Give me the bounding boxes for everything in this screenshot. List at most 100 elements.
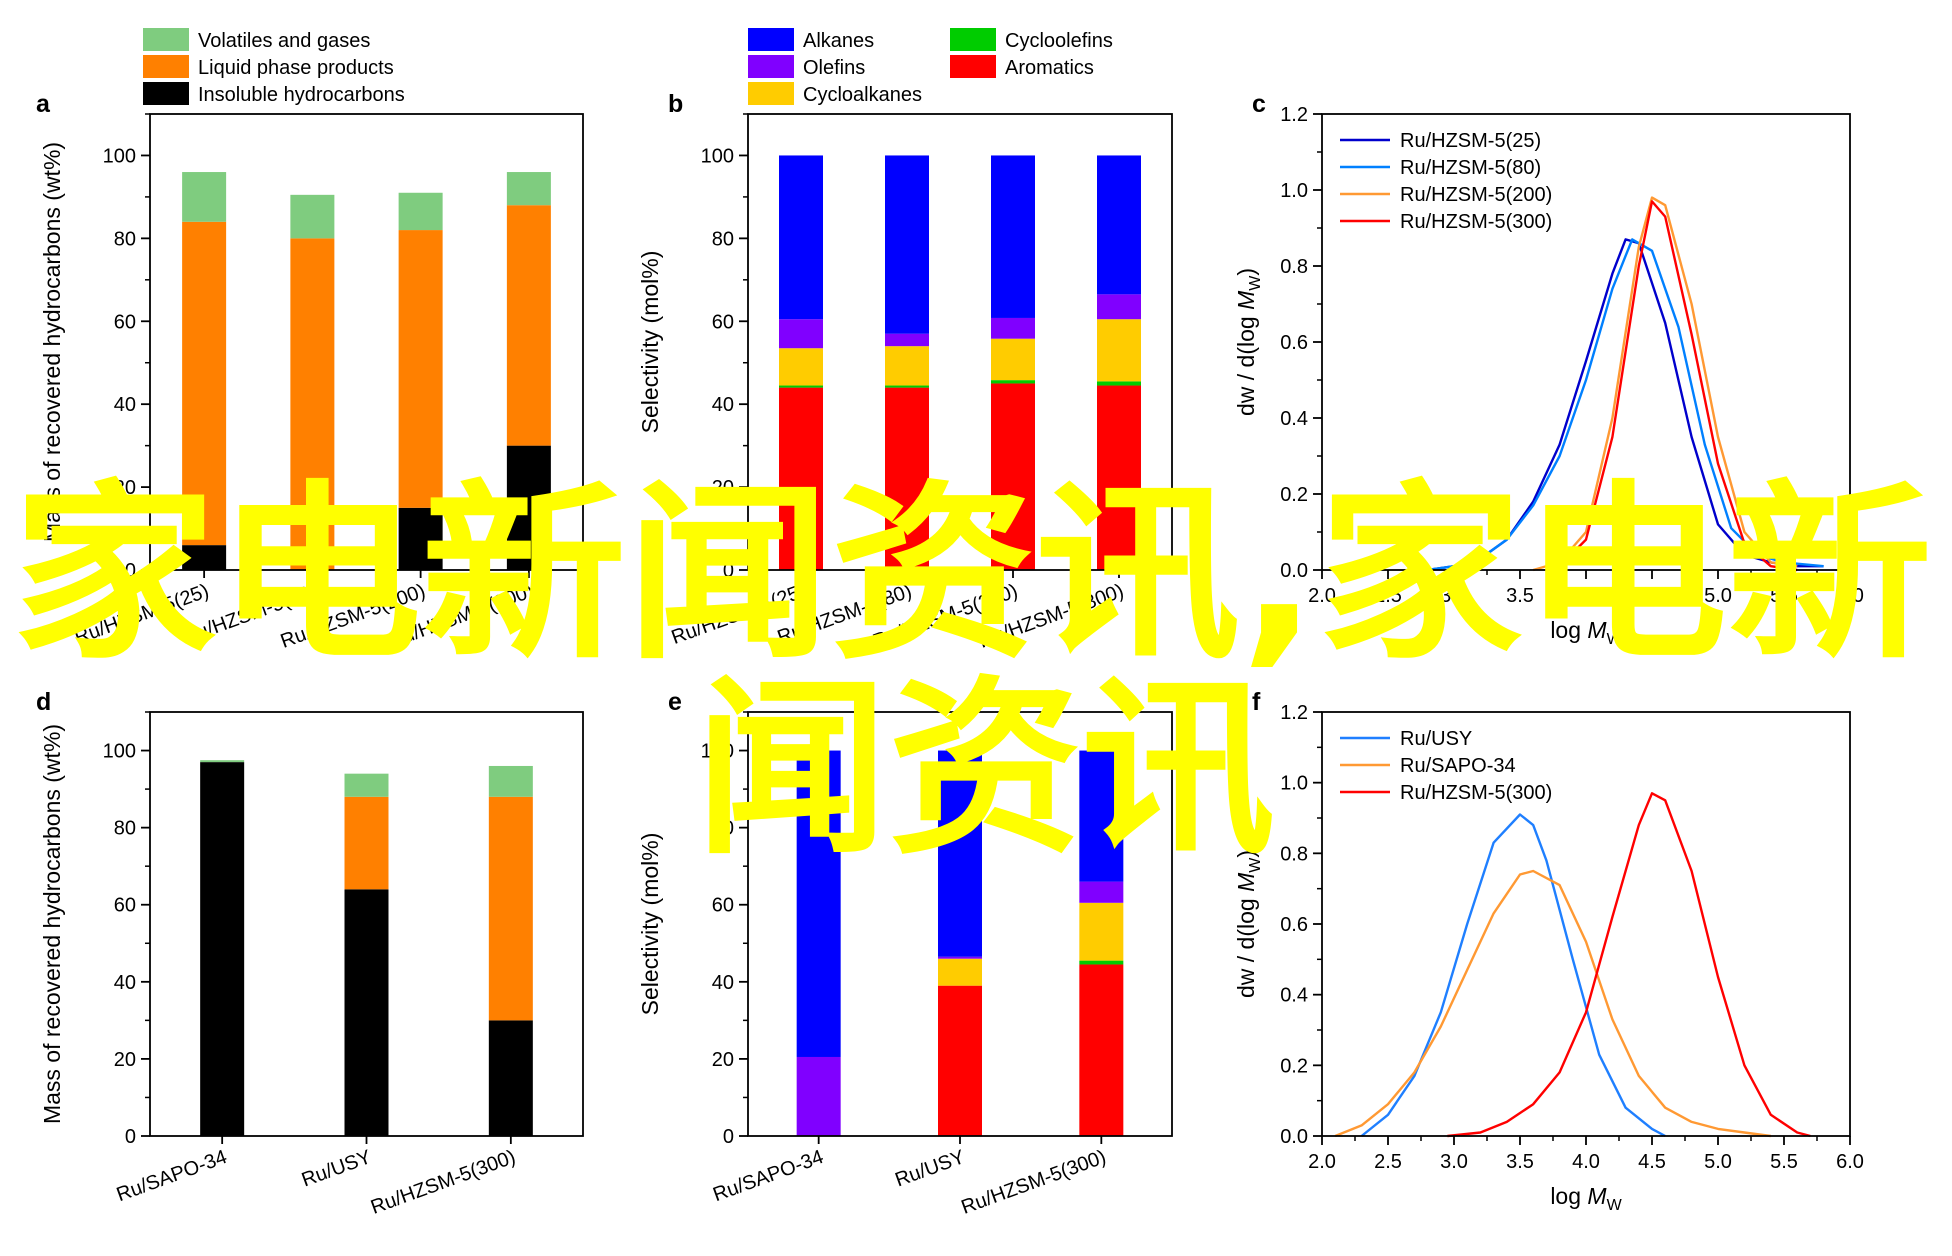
bar-segment [779, 348, 823, 386]
bar-segment [885, 385, 929, 388]
bar-segment [779, 155, 823, 320]
legend-label: Ru/HZSM-5(25) [1400, 130, 1541, 152]
bar-segment [885, 346, 929, 386]
y-tick-label: 60 [712, 895, 734, 917]
bar-segment [344, 796, 389, 890]
y-axis-label-italic: M [1233, 872, 1259, 892]
bar-segment [938, 750, 982, 957]
bar-segment [779, 319, 823, 349]
legend-label: Liquid phase products [198, 57, 394, 79]
bar-segment [938, 985, 982, 1136]
bar-segment [991, 155, 1035, 318]
y-tick-label: 0.6 [1280, 332, 1308, 354]
y-tick-label: 0.4 [1280, 408, 1308, 430]
y-tick-label: 100 [103, 145, 136, 167]
y-tick-label: 0.2 [1280, 484, 1308, 506]
legend-swatch [950, 55, 996, 78]
bar-segment [398, 192, 443, 231]
panel-label: b [668, 90, 683, 118]
bar-segment [506, 172, 551, 206]
y-tick-label: 0.2 [1280, 1055, 1308, 1077]
x-axis-label-subscript: W [1607, 631, 1623, 648]
x-tick-label: 3.5 [1506, 1151, 1534, 1173]
x-axis-label-subscript: W [1607, 1197, 1623, 1214]
x-tick-label: Ru/HZSM-5(300) [368, 1146, 519, 1219]
bar-segment [200, 762, 245, 1136]
y-axis-label-text: dw / d(log [1233, 892, 1259, 998]
y-tick-label: 0 [125, 1126, 136, 1148]
bar-segment [488, 765, 533, 797]
bar-segment [182, 172, 227, 222]
y-tick-label: 0.0 [1280, 1126, 1308, 1148]
y-axis-label: Selectivity (mol%) [637, 251, 663, 434]
y-tick-label: 60 [712, 311, 734, 333]
bar-segment [1079, 902, 1124, 961]
bar-segment [290, 238, 335, 570]
y-tick-label: 80 [712, 228, 734, 250]
bar-segment [991, 317, 1035, 339]
legend-label: Volatiles and gases [198, 30, 370, 52]
x-tick-label: 5.0 [1704, 1151, 1732, 1173]
legend-swatch [143, 82, 189, 105]
bar-segment [796, 750, 841, 1057]
legend-swatch [748, 82, 794, 105]
legend-label: Ru/HZSM-5(300) [1400, 782, 1552, 804]
bar-segment [938, 958, 982, 986]
y-tick-label: 1.2 [1280, 104, 1308, 126]
bar-segment [885, 155, 929, 334]
bar-segment [1079, 964, 1124, 1136]
bar-segment [1079, 750, 1124, 882]
bar-segment [1079, 881, 1124, 903]
bar-segment [1097, 294, 1141, 320]
bar-segment [182, 221, 227, 546]
bar-segment [506, 205, 551, 446]
bar-segment [1079, 960, 1124, 965]
bar-segment [991, 383, 1035, 570]
y-tick-label: 0 [723, 1126, 734, 1148]
x-tick-label: Ru/USY [892, 1146, 967, 1191]
x-tick-label: 5.0 [1704, 585, 1732, 607]
bar-segment [885, 333, 929, 347]
legend-swatch [143, 55, 189, 78]
x-axis-label: log MW [1550, 617, 1622, 648]
x-tick-label: 4.5 [1638, 1151, 1666, 1173]
y-tick-label: 40 [114, 972, 136, 994]
bar-segment [1097, 155, 1141, 295]
watermark-text-line1: 家电新闻资讯,家电新 [12, 464, 1932, 685]
legend-swatch [748, 55, 794, 78]
series-line [1360, 813, 1666, 1138]
legend-label: Olefins [803, 57, 865, 79]
bar-segment [200, 760, 245, 763]
plot-frame [747, 711, 1173, 1137]
y-axis-label-italic: M [1233, 290, 1259, 310]
bar-segment [779, 385, 823, 388]
y-tick-label: 20 [114, 477, 136, 499]
y-tick-label: 1.2 [1280, 702, 1308, 724]
y-tick-label: 40 [712, 394, 734, 416]
series-line [1334, 869, 1771, 1138]
y-tick-label: 80 [114, 818, 136, 840]
legend-label: Ru/HZSM-5(200) [1400, 184, 1552, 206]
panel-label: c [1252, 90, 1266, 118]
panel-label: d [36, 688, 51, 716]
bar-segment [1097, 319, 1141, 382]
bar-segment [779, 387, 823, 570]
x-tick-label: 6.0 [1836, 1151, 1864, 1173]
x-axis-label-italic: M [1587, 1183, 1607, 1209]
y-tick-label: 20 [712, 477, 734, 499]
y-tick-label: 1.0 [1280, 773, 1308, 795]
x-tick-label: 2.0 [1308, 1151, 1336, 1173]
y-tick-label: 0.4 [1280, 985, 1308, 1007]
legend-label: Aromatics [1005, 57, 1094, 79]
y-axis-label-end: ) [1233, 850, 1259, 858]
y-tick-label: 20 [114, 1049, 136, 1071]
bar-segment [398, 507, 443, 570]
series-line [1532, 196, 1798, 572]
bar-segment [1097, 385, 1141, 570]
watermark-text-line2: 闻资讯 [695, 659, 1275, 880]
legend-swatch [748, 28, 794, 51]
y-tick-label: 0.6 [1280, 914, 1308, 936]
y-tick-label: 80 [712, 818, 734, 840]
watermark-overlay: 家电新闻资讯,家电新闻资讯 [12, 464, 1932, 880]
